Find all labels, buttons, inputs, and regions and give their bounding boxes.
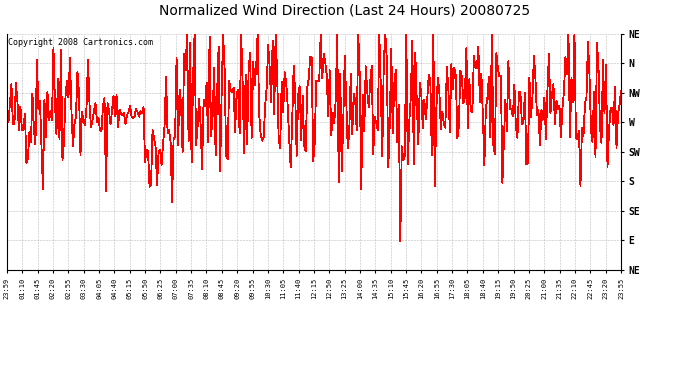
Text: Normalized Wind Direction (Last 24 Hours) 20080725: Normalized Wind Direction (Last 24 Hours…	[159, 4, 531, 18]
Text: Copyright 2008 Cartronics.com: Copyright 2008 Cartronics.com	[8, 39, 153, 48]
